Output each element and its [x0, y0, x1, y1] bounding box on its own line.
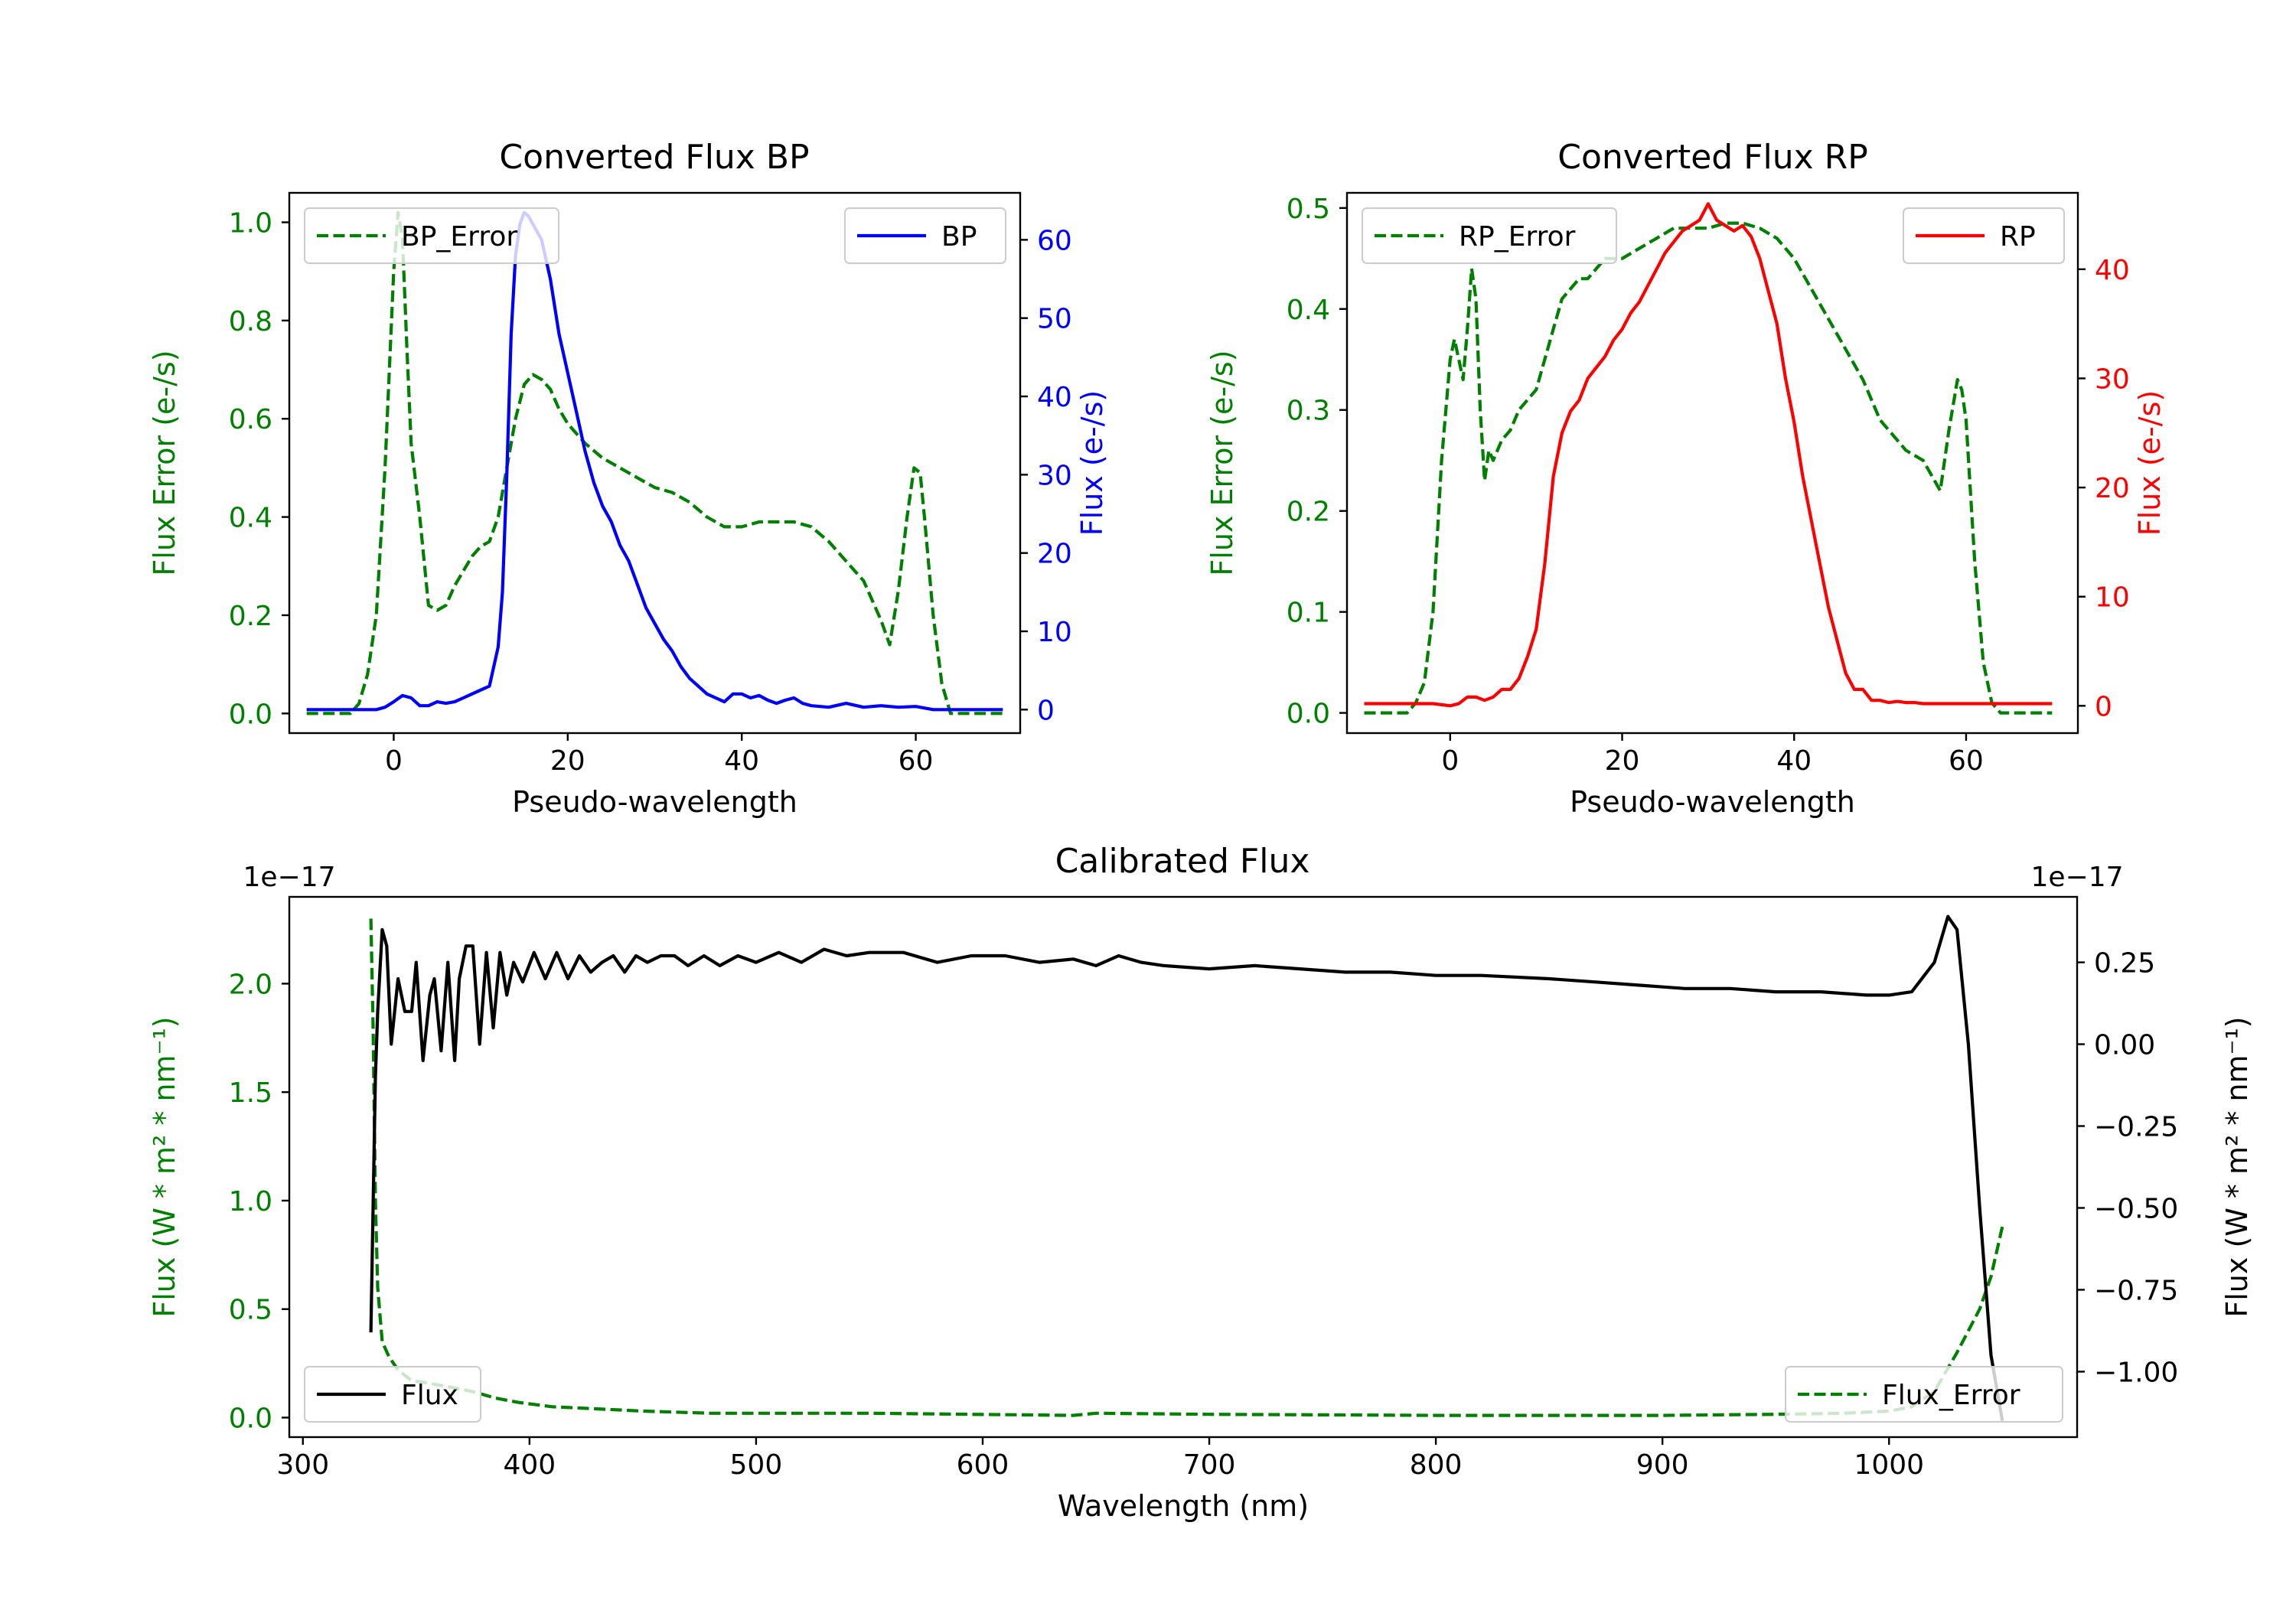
rp-x-tick-label: 40 [1776, 745, 1812, 777]
bp-y-left-tick-label: 0.4 [229, 503, 272, 534]
rp-y-right-tick-label: 0 [2095, 691, 2112, 722]
rp-y-left-tick-label: 0.3 [1287, 396, 1330, 427]
cal-y-right-tick-label: −0.50 [2094, 1193, 2178, 1224]
bp-chart: Converted Flux BP 0 20 40 60 0.0 0.2 0.4 0.6 0.8… [148, 138, 1109, 819]
cal-offset-left: 1e−17 [243, 862, 335, 893]
rp-series-rp-error [1364, 221, 2053, 715]
cal-x-tick-label: 700 [1183, 1449, 1236, 1481]
cal-series-flux-error [369, 918, 2004, 1417]
rp-y-left-tick-label: 0.0 [1287, 699, 1330, 730]
cal-y-left-axis-label: Flux (W * m² * nm⁻¹) [148, 1016, 181, 1317]
rp-plot-frame [1345, 191, 2079, 735]
rp-y-right-tick-label: 10 [2095, 582, 2130, 614]
bp-x-axis-label: Pseudo-wavelength [512, 785, 797, 819]
rp-x-tick-label: 20 [1605, 745, 1640, 777]
cal-y-right-tick-label: −0.25 [2094, 1112, 2178, 1143]
cal-offset-right: 1e−17 [2030, 862, 2123, 893]
rp-chart: Converted Flux RP 0 20 40 60 0.0 0.1 0.2 0.3 0.4… [1205, 138, 2167, 819]
cal-y-right-tick-label: −1.00 [2094, 1357, 2178, 1388]
bp-y-right-tick-label: 50 [1037, 304, 1072, 335]
rp-x-tick-label: 60 [1949, 745, 1984, 777]
cal-plot-frame [288, 895, 2079, 1439]
bp-chart-title: Converted Flux BP [499, 138, 809, 177]
rp-y-left-axis-label: Flux Error (e-/s) [1205, 350, 1239, 575]
bp-series-bp [306, 210, 1003, 712]
rp-y-right-tick-label: 30 [2095, 363, 2130, 395]
cal-y-left-tick-label: 1.0 [229, 1186, 272, 1217]
bp-series-bp-error [306, 210, 1003, 715]
cal-y-right-axis-label: Flux (W * m² * nm⁻¹) [2220, 1016, 2254, 1317]
bp-legend-left-label: BP_Error [401, 221, 517, 253]
bp-y-left-tick-label: 0.0 [229, 699, 272, 730]
cal-y-right-tick-label: 0.25 [2094, 948, 2155, 980]
rp-x-tick-label: 0 [1441, 745, 1459, 777]
rp-y-left-tick-label: 0.2 [1287, 497, 1330, 528]
rp-legend-right-label: RP [2000, 221, 2036, 253]
cal-y-left-tick-label: 0.0 [229, 1403, 272, 1434]
cal-legend-left-label: Flux [401, 1380, 458, 1411]
bp-y-left-tick-label: 0.6 [229, 404, 272, 435]
cal-x-tick-label: 1000 [1854, 1449, 1924, 1481]
bp-x-tick-label: 0 [385, 745, 403, 777]
bp-y-right-tick-label: 40 [1037, 382, 1072, 413]
rp-series-rp [1364, 202, 2053, 708]
bp-y-left-tick-label: 1.0 [229, 208, 272, 240]
calibrated-chart-title: Calibrated Flux [1055, 842, 1310, 881]
rp-legend-right: RP [1903, 207, 2065, 264]
rp-legend-left: RP_Error [1362, 207, 1617, 264]
cal-y-left-tick-label: 1.5 [229, 1077, 272, 1109]
rp-x-axis-label: Pseudo-wavelength [1570, 785, 1855, 819]
cal-x-tick-label: 600 [957, 1449, 1009, 1481]
cal-x-tick-label: 900 [1636, 1449, 1689, 1481]
cal-x-tick-label: 500 [730, 1449, 783, 1481]
rp-y-right-tick-label: 40 [2095, 255, 2130, 286]
bp-legend-left-box [304, 207, 559, 264]
rp-y-right-tick-label: 20 [2095, 473, 2130, 504]
cal-y-left-tick-label: 0.5 [229, 1295, 272, 1326]
bp-y-right-tick-label: 30 [1037, 460, 1072, 491]
rp-y-left-tick-label: 0.5 [1287, 194, 1330, 225]
cal-legend-right-label: Flux_Error [1882, 1380, 2020, 1411]
cal-legend-right-box [1785, 1366, 2063, 1423]
cal-legend-left-box [304, 1366, 481, 1423]
cal-legend-right: Flux_Error [1785, 1366, 2063, 1423]
cal-x-axis-label: Wavelength (nm) [1058, 1489, 1309, 1523]
bp-legend-left: BP_Error [304, 207, 559, 264]
bp-y-right-tick-label: 0 [1037, 695, 1055, 726]
bp-y-left-axis-label: Flux Error (e-/s) [148, 350, 181, 575]
cal-y-right-tick-label: −0.75 [2094, 1275, 2178, 1306]
bp-x-tick-label: 20 [550, 745, 585, 777]
bp-legend-right-label: BP [941, 221, 977, 253]
bp-y-right-tick-label: 20 [1037, 539, 1072, 570]
rp-y-left-tick-label: 0.4 [1287, 295, 1330, 326]
rp-chart-title: Converted Flux RP [1557, 138, 1868, 177]
cal-legend-left: Flux [304, 1366, 481, 1423]
cal-x-tick-label: 300 [276, 1449, 329, 1481]
rp-legend-left-label: RP_Error [1459, 221, 1576, 253]
bp-x-tick-label: 60 [899, 745, 934, 777]
rp-legend-left-box [1362, 207, 1617, 264]
cal-y-left-tick-label: 2.0 [229, 969, 272, 1000]
bp-y-left-tick-label: 0.2 [229, 601, 272, 632]
rp-y-left-tick-label: 0.1 [1287, 598, 1330, 629]
bp-y-left-tick-label: 0.8 [229, 306, 272, 337]
bp-y-right-tick-label: 60 [1037, 225, 1072, 256]
cal-x-tick-label: 800 [1410, 1449, 1463, 1481]
bp-y-right-axis-label: Flux (e-/s) [1075, 390, 1109, 536]
bp-plot-frame [288, 191, 1022, 735]
rp-y-right-axis-label: Flux (e-/s) [2133, 390, 2167, 536]
cal-y-right-tick-label: 0.00 [2094, 1030, 2155, 1061]
bp-y-right-tick-label: 10 [1037, 617, 1072, 648]
bp-legend-right: BP [844, 207, 1006, 264]
calibrated-chart: Calibrated Flux 300 400 500 600 700 800 900 100… [148, 842, 2254, 1523]
cal-x-tick-label: 400 [503, 1449, 556, 1481]
bp-x-tick-label: 40 [724, 745, 759, 777]
cal-series-flux [369, 914, 2004, 1421]
